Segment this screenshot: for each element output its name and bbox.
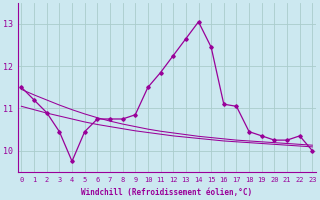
X-axis label: Windchill (Refroidissement éolien,°C): Windchill (Refroidissement éolien,°C) xyxy=(81,188,252,197)
